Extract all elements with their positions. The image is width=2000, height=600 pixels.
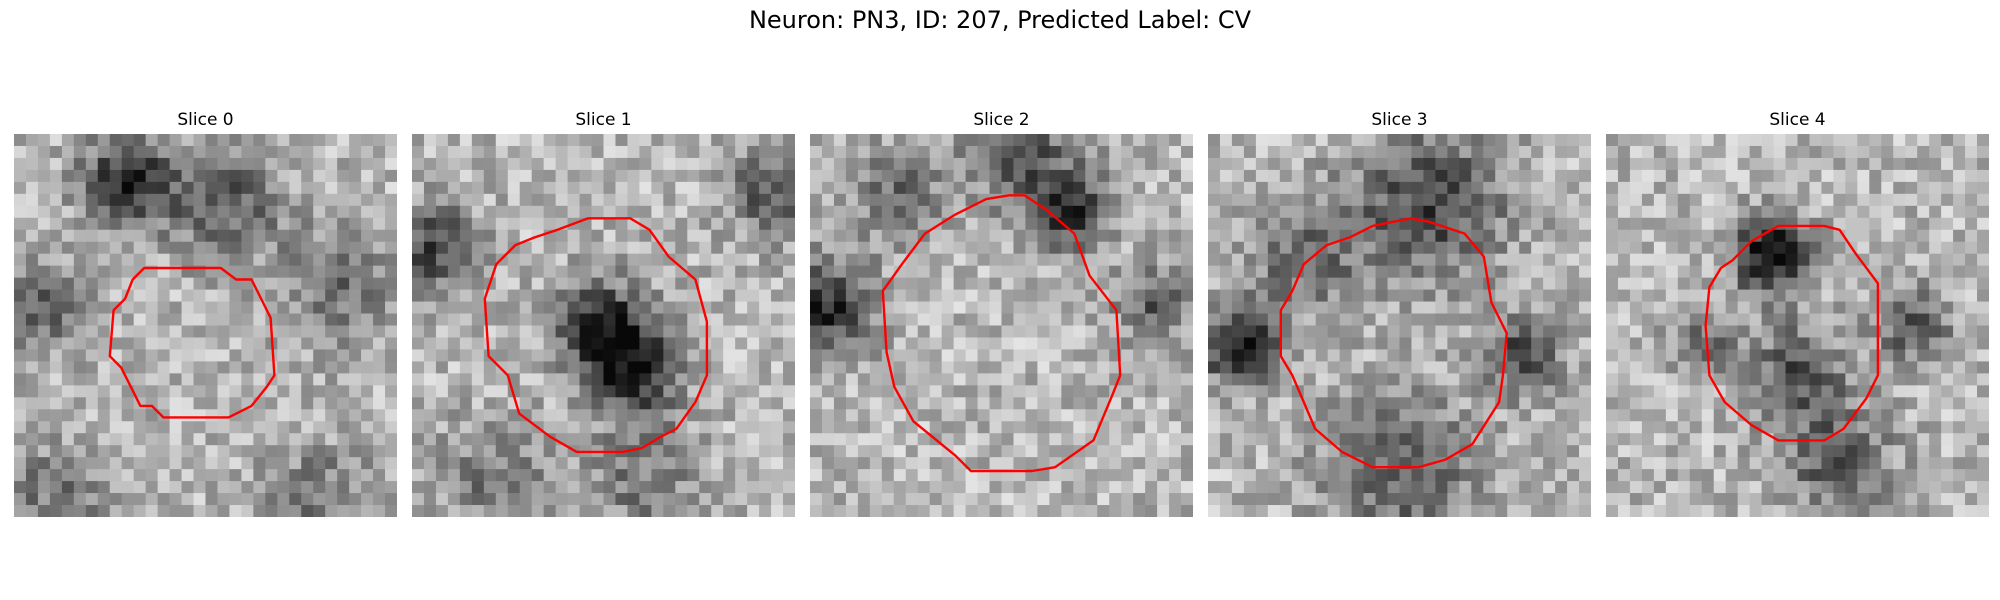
slice-micrograph [1606, 134, 1989, 517]
slice-image [1606, 134, 1989, 517]
slice-image [1208, 134, 1591, 517]
slice-micrograph [1208, 134, 1591, 517]
slice-panel-1: Slice 1 [412, 110, 795, 517]
slice-title: Slice 3 [1371, 110, 1428, 130]
slice-panel-4: Slice 4 [1606, 110, 1989, 517]
slice-micrograph [412, 134, 795, 517]
slice-micrograph [14, 134, 397, 517]
slice-image [14, 134, 397, 517]
slice-panel-3: Slice 3 [1208, 110, 1591, 517]
slice-micrograph [810, 134, 1193, 517]
neuron-contour [1279, 217, 1508, 469]
grayscale-pixels [1208, 134, 1591, 517]
slice-title: Slice 2 [973, 110, 1030, 130]
figure-title: Neuron: PN3, ID: 207, Predicted Label: C… [748, 6, 1252, 34]
grayscale-pixels [1606, 134, 1989, 517]
grayscale-pixels [810, 134, 1193, 517]
slice-title: Slice 1 [575, 110, 632, 130]
slice-image [810, 134, 1193, 517]
neuron-contour [1704, 224, 1880, 442]
neuron-contour [483, 217, 709, 454]
slice-image [412, 134, 795, 517]
neuron-contour [881, 194, 1122, 473]
slice-panel-0: Slice 0 [14, 110, 397, 517]
slice-title: Slice 0 [177, 110, 234, 130]
grayscale-pixels [412, 134, 795, 517]
neuron-contour [108, 266, 276, 419]
slice-title: Slice 4 [1769, 110, 1826, 130]
slice-panel-2: Slice 2 [810, 110, 1193, 517]
grayscale-pixels [14, 134, 397, 517]
